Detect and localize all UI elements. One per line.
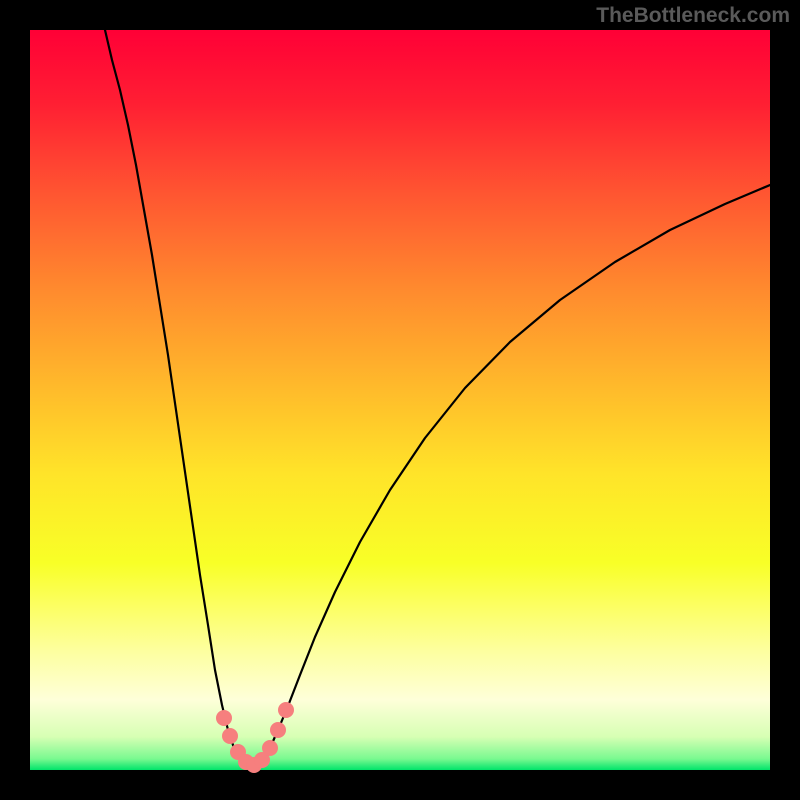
curve-marker bbox=[222, 728, 238, 744]
plot-area bbox=[30, 30, 770, 770]
curve-marker bbox=[278, 702, 294, 718]
curve-marker bbox=[216, 710, 232, 726]
bottleneck-curve bbox=[30, 30, 770, 770]
curve-left-branch bbox=[105, 30, 252, 766]
chart-canvas: TheBottleneck.com bbox=[0, 0, 800, 800]
curve-right-branch bbox=[252, 185, 770, 766]
curve-marker bbox=[262, 740, 278, 756]
curve-marker bbox=[270, 722, 286, 738]
watermark-text: TheBottleneck.com bbox=[596, 4, 790, 28]
